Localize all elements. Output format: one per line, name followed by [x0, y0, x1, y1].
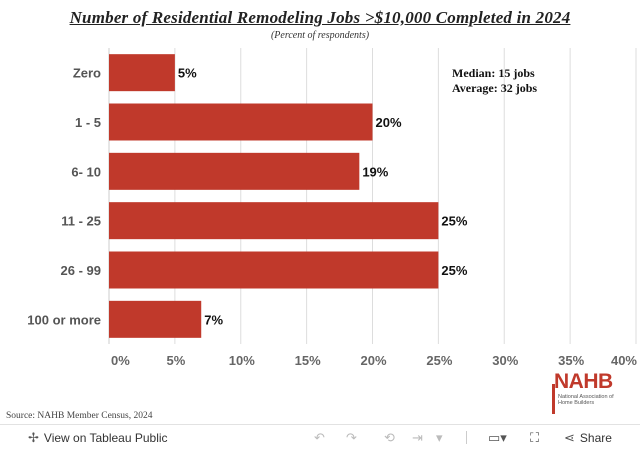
x-tick-label: 0%: [111, 353, 130, 368]
x-tick-label: 5%: [166, 353, 185, 368]
chart-title: Number of Residential Remodeling Jobs >$…: [69, 8, 571, 27]
comment-icon[interactable]: ▭▾: [488, 430, 507, 445]
x-tick-label: 30%: [492, 353, 518, 368]
category-label: 26 - 99: [61, 263, 101, 278]
toolbar-divider: [466, 431, 467, 444]
pause-icon[interactable]: ⇥: [412, 430, 423, 445]
share-label: Share: [579, 431, 612, 445]
tableau-toolbar: ✢ View on Tableau Public ↶ ↷ ⟲ ⇥ ▾ ▭▾ ⛶ …: [0, 424, 640, 450]
logo-subtext: National Association of Home Builders: [558, 394, 614, 406]
x-tick-label: 10%: [229, 353, 255, 368]
share-icon: ⋖: [564, 430, 575, 445]
data-label: 19%: [362, 164, 388, 179]
chart-subtitle: (Percent of respondents): [270, 30, 370, 41]
median-label: Median: 15 jobs: [452, 66, 535, 80]
data-label: 25%: [441, 263, 467, 278]
x-tick-label: 15%: [295, 353, 321, 368]
bar[interactable]: [109, 103, 373, 141]
redo-icon[interactable]: ↷: [346, 430, 357, 445]
x-tick-label: 35%: [558, 353, 584, 368]
data-label: 25%: [441, 214, 467, 229]
tableau-icon: ✢: [28, 430, 39, 445]
logo-bar: [552, 384, 555, 414]
average-label: Average: 32 jobs: [452, 81, 538, 95]
x-tick-label: 40%: [611, 353, 637, 368]
stats-annotation: Median: 15 jobs Average: 32 jobs: [452, 66, 537, 96]
x-tick-label: 25%: [426, 353, 452, 368]
view-on-tableau-button[interactable]: ✢ View on Tableau Public: [28, 430, 168, 446]
data-label: 20%: [376, 115, 402, 130]
data-label: 7%: [204, 312, 223, 327]
x-tick-label: 20%: [360, 353, 386, 368]
bar[interactable]: [109, 300, 202, 338]
share-button[interactable]: ⋖ Share: [564, 430, 612, 446]
bar[interactable]: [109, 251, 439, 289]
category-label: 6- 10: [71, 164, 101, 179]
category-label: Zero: [73, 66, 101, 81]
bar[interactable]: [109, 202, 439, 240]
bar[interactable]: [109, 54, 175, 92]
source-note: Source: NAHB Member Census, 2024: [6, 411, 153, 421]
dropdown-icon[interactable]: ▾: [436, 430, 443, 445]
bar-chart: 0% 5% 10% 15% 20% 25% 30% 35% 40% Zero 5% 1 - 5 20% 6…: [27, 48, 637, 368]
view-on-tableau-label: View on Tableau Public: [43, 431, 168, 445]
undo-icon[interactable]: ↶: [314, 430, 325, 445]
fullscreen-icon[interactable]: ⛶: [530, 430, 540, 445]
category-label: 11 - 25: [61, 214, 101, 229]
category-label: 100 or more: [27, 312, 101, 327]
revert-icon[interactable]: ⟲: [384, 430, 395, 445]
nahb-logo: NAHB National Association of Home Builde…: [552, 370, 622, 414]
bar[interactable]: [109, 152, 360, 190]
logo-text: NAHB: [554, 370, 613, 393]
data-label: 5%: [178, 66, 197, 81]
category-label: 1 - 5: [75, 115, 101, 130]
